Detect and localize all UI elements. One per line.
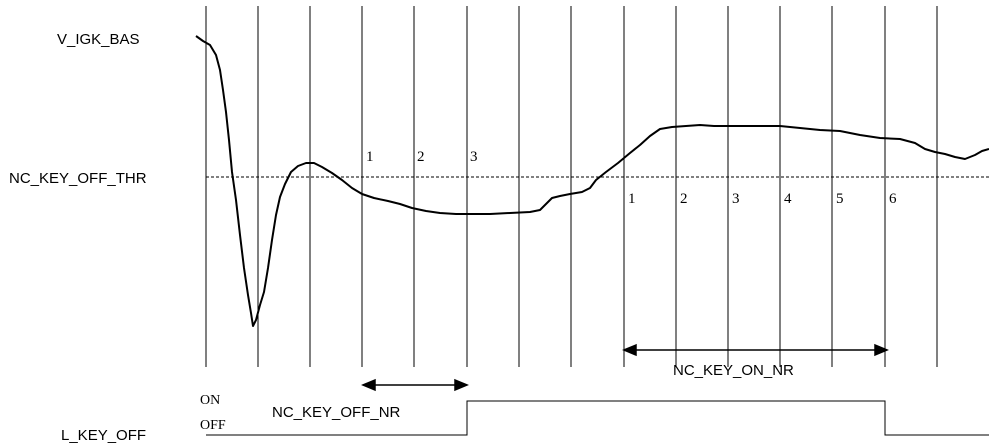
threshold-label: NC_KEY_OFF_THR <box>9 170 147 187</box>
v-igk-bas-label: V_IGK_BAS <box>57 31 140 48</box>
voltage-waveform <box>195 35 989 327</box>
key-off-nr-arrow <box>361 378 469 392</box>
off-counter-tick: 3 <box>470 149 478 165</box>
key-on-nr-arrow <box>622 343 889 357</box>
on-counter-tick: 5 <box>836 191 844 207</box>
on-counter-tick: 3 <box>732 191 740 207</box>
key-off-signal-label: L_KEY_OFF <box>61 427 146 443</box>
key-on-nr-label: NC_KEY_ON_NR <box>673 362 794 379</box>
off-level-label: OFF <box>200 418 226 433</box>
key-off-signal <box>206 400 989 436</box>
on-counter-tick: 2 <box>680 191 688 207</box>
on-counter-tick: 6 <box>889 191 897 207</box>
off-counter-tick: 1 <box>366 149 374 165</box>
on-level-label: ON <box>200 393 220 408</box>
off-counter-tick: 2 <box>417 149 425 165</box>
on-counter-tick: 4 <box>784 191 792 207</box>
on-counter-tick: 1 <box>628 191 636 207</box>
key-off-nr-label: NC_KEY_OFF_NR <box>272 404 401 421</box>
